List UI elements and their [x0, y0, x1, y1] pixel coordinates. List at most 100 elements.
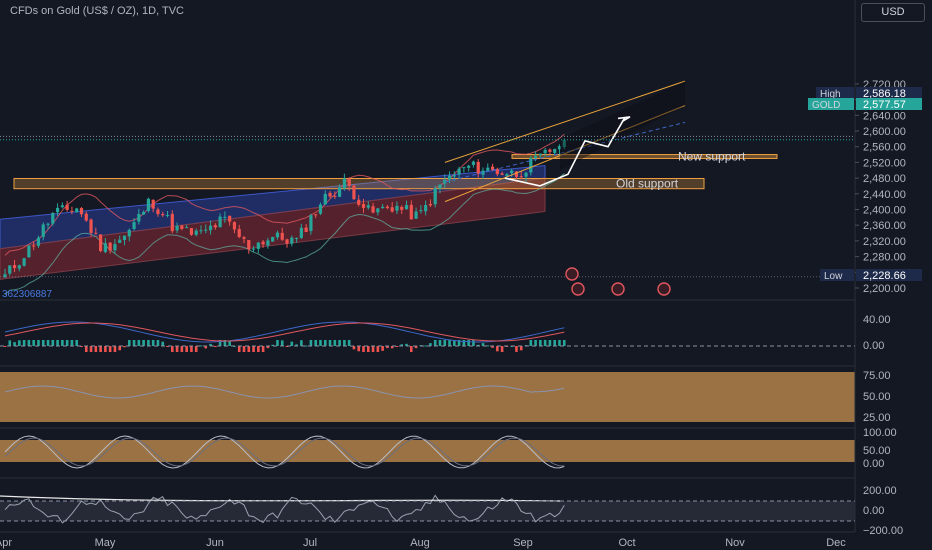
candle [514, 170, 519, 180]
price-tick-label: 2,320.00 [863, 236, 906, 248]
macd-histogram-bar [539, 340, 542, 346]
projection-area [560, 81, 685, 171]
candle-body [113, 244, 117, 251]
candle-body [84, 213, 88, 221]
candle [8, 265, 12, 276]
candle [381, 204, 385, 209]
macd-histogram-bar [448, 340, 451, 346]
candle-body [342, 178, 346, 189]
candle-body [237, 229, 241, 238]
candle [299, 223, 303, 239]
macd-histogram-bar [362, 346, 365, 352]
macd-histogram-bar [309, 340, 313, 346]
candle-body [318, 204, 323, 214]
labels-layer: New support Old support 362306887 High 2,586… [2, 87, 922, 300]
price-tick-label: 2,280.00 [863, 252, 906, 264]
macd-histogram-bar [113, 346, 117, 352]
candle [309, 213, 313, 235]
candle-body [500, 173, 504, 175]
background-layer [0, 133, 855, 521]
candle-body [165, 214, 170, 216]
macd-histogram-bar [147, 340, 150, 346]
high-value: 2,586.18 [863, 88, 906, 100]
currency-button[interactable]: USD [861, 3, 925, 22]
candle [118, 235, 122, 244]
candle-body [361, 204, 366, 208]
candle-body [447, 175, 452, 180]
candle-body [409, 204, 413, 220]
macd-histogram-bar [338, 340, 341, 346]
price-tick-label: 2,360.00 [863, 220, 906, 232]
macd-histogram-bar [314, 340, 317, 346]
candle [70, 206, 74, 215]
macd-histogram-bar [104, 346, 107, 352]
candle-body [132, 222, 136, 230]
macd-histogram-bar [252, 346, 255, 352]
candle-body [75, 208, 79, 213]
candle [99, 234, 103, 253]
macd-histogram-bar [429, 343, 432, 346]
candle [385, 204, 389, 210]
candle-body [338, 187, 342, 197]
low-label: Low [824, 271, 843, 282]
macd-histogram-bar [22, 340, 26, 346]
candle-body [213, 225, 217, 228]
macd-histogram-bar [467, 340, 470, 346]
candle-body [328, 192, 332, 197]
candle [161, 211, 165, 217]
candle [395, 201, 399, 215]
candle-body [232, 222, 237, 230]
time-tick-label: Apr [0, 537, 12, 549]
candle [65, 200, 69, 212]
candle [290, 235, 294, 247]
candle-body [194, 230, 198, 235]
candle [361, 198, 366, 213]
candle [481, 167, 485, 180]
macd-histogram-bar [323, 340, 327, 346]
macd-histogram-bar [209, 343, 212, 346]
macd-histogram-bar [553, 340, 556, 346]
candle-body [347, 178, 351, 186]
candle-body [323, 193, 327, 205]
candle-body [294, 237, 299, 239]
candle [51, 212, 55, 226]
macd-histogram-bar [46, 340, 50, 346]
candle-body [46, 223, 50, 225]
macd-histogram-bar [481, 343, 485, 346]
candle-body [41, 224, 45, 237]
macd-histogram-bar [84, 346, 88, 352]
candle [32, 241, 36, 251]
symbol-label-bg [808, 98, 854, 110]
candle-body [51, 213, 55, 224]
macd-histogram-bar [562, 340, 566, 346]
time-tick-label: Jul [303, 537, 317, 549]
macd-histogram-bar [51, 340, 55, 346]
candle [414, 207, 418, 219]
candle [428, 199, 433, 208]
candle [247, 239, 251, 254]
low-value-bg [856, 269, 922, 281]
candle [122, 235, 127, 246]
candle [22, 257, 26, 267]
candle-body [357, 199, 361, 205]
rsi-tick-label: 50.00 [863, 391, 891, 403]
candle-body [142, 211, 146, 215]
candle-body [471, 161, 476, 165]
candle [476, 159, 480, 178]
candle [447, 171, 452, 184]
candle [318, 202, 323, 216]
candle-body [99, 234, 103, 252]
candle-body [557, 146, 562, 150]
candle-body [371, 206, 375, 213]
candle [27, 244, 31, 258]
candle-body [65, 204, 69, 210]
macd-tick-label: 40.00 [863, 314, 891, 326]
candle [84, 211, 88, 222]
candle-body [12, 265, 17, 269]
orange-channel-lower [444, 105, 686, 203]
candle-body [36, 237, 41, 246]
time-tick-label: Sep [513, 537, 533, 549]
macd-histogram-bar [366, 346, 370, 352]
macd-histogram-bar [214, 346, 217, 347]
